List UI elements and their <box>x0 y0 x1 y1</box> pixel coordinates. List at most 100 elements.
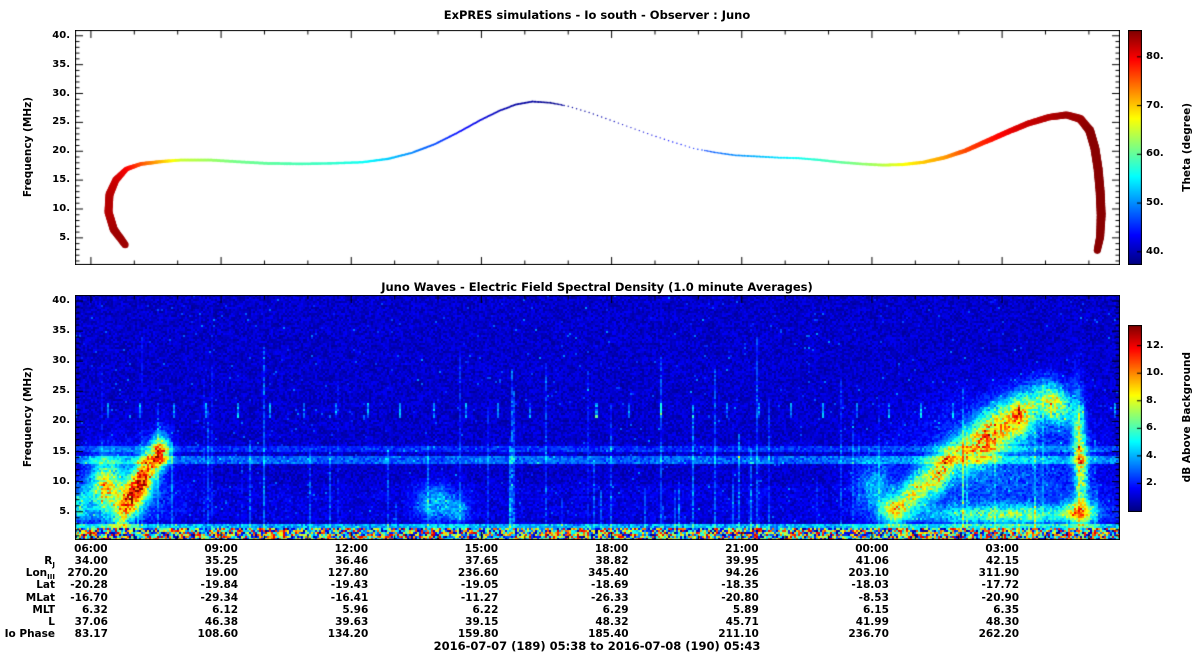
ephemeris-row-label: Io Phase <box>4 628 55 641</box>
ephemeris-value: 5.96 <box>342 603 369 616</box>
ephemeris-value: -8.53 <box>858 591 889 604</box>
y-tick-label: 15. <box>52 445 70 457</box>
ephemeris-value: -20.90 <box>981 591 1020 604</box>
colorbar-tick-label: 4. <box>1146 449 1157 461</box>
colorbar-tick-label: 80. <box>1146 50 1164 62</box>
colorbar-tick-label: 2. <box>1146 477 1157 489</box>
ephemeris-value: 262.20 <box>978 628 1020 641</box>
y-tick-label: 30. <box>52 87 70 99</box>
y-tick-label: 5. <box>59 231 70 243</box>
ephemeris-value: 46.38 <box>204 616 239 628</box>
colorbar-tick-label: 12. <box>1146 339 1164 351</box>
ephemeris-value: 159.80 <box>457 628 499 641</box>
colorbar-tick-label: 8. <box>1146 394 1157 406</box>
ephemeris-row-label: Lat <box>36 579 55 592</box>
x-tick-label: 15:00 <box>464 543 499 555</box>
ephemeris-value: 185.40 <box>588 628 629 641</box>
ephemeris-value: 83.17 <box>74 628 108 641</box>
ephemeris-value: 311.90 <box>978 567 1020 580</box>
ephemeris-value: 37.06 <box>74 616 108 628</box>
colorbar-tick-label: 10. <box>1146 367 1164 379</box>
waves-panel-title: Juno Waves - Electric Field Spectral Den… <box>381 280 813 294</box>
ephemeris-value: 39.95 <box>725 555 759 567</box>
time-range-caption: 2016-07-07 (189) 05:38 to 2016-07-08 (19… <box>433 639 761 653</box>
y-tick-label: 10. <box>52 475 70 487</box>
ephemeris-value: 35.25 <box>204 555 239 567</box>
ephemeris-value: 345.40 <box>588 567 629 580</box>
ephemeris-value: 203.10 <box>848 567 889 580</box>
colorbar-tick-label: 6. <box>1146 422 1157 434</box>
db-colorbar-label-wrap: dB Above Background <box>1178 295 1196 540</box>
theta-colorbar <box>1128 30 1142 265</box>
ephemeris-value: 41.99 <box>855 616 889 628</box>
ephemeris-value: -16.41 <box>330 591 369 604</box>
ephemeris-value: 48.30 <box>985 616 1020 628</box>
ephemeris-value: 48.32 <box>595 616 629 628</box>
ephemeris-value: -29.34 <box>200 591 239 604</box>
y-tick-label: 25. <box>52 116 70 128</box>
ephemeris-value: 39.63 <box>335 616 369 628</box>
y-tick-label: 20. <box>52 415 70 427</box>
ephemeris-value: 127.80 <box>327 567 369 580</box>
ephemeris-value: -18.03 <box>851 579 889 592</box>
x-tick-label: 21:00 <box>725 543 759 555</box>
theta-colorbar-label: Theta (degree) <box>1181 103 1193 192</box>
x-tick-label: 06:00 <box>74 543 108 555</box>
ephemeris-value: -20.80 <box>721 591 759 604</box>
ephemeris-value: 236.70 <box>848 628 889 641</box>
ephemeris-value: -19.84 <box>200 579 239 592</box>
ephemeris-value: -20.28 <box>70 579 108 592</box>
x-tick-label: 00:00 <box>855 543 889 555</box>
ephemeris-value: 236.60 <box>457 567 499 580</box>
ephemeris-value: 6.22 <box>472 603 499 616</box>
ephemeris-value: -17.72 <box>981 579 1020 592</box>
ephemeris-row-label: MLT <box>32 603 55 616</box>
db-colorbar-label: dB Above Background <box>1181 352 1193 483</box>
y-tick-label: 35. <box>52 325 70 337</box>
ephemeris-value: 108.60 <box>197 628 239 641</box>
db-colorbar <box>1128 325 1142 512</box>
ephemeris-value: 36.46 <box>335 555 369 567</box>
y-tick-label: 10. <box>52 202 70 214</box>
ephemeris-value: 38.82 <box>595 555 629 567</box>
ephemeris-value: 42.15 <box>985 555 1020 567</box>
ephemeris-value: 94.26 <box>725 567 759 580</box>
waves-spectrogram-canvas <box>75 295 1120 540</box>
theta-colorbar-label-wrap: Theta (degree) <box>1178 30 1196 265</box>
ephemeris-value: 41.06 <box>855 555 889 567</box>
colorbar-tick-label: 70. <box>1146 99 1164 111</box>
ephemeris-value: -19.05 <box>460 579 499 592</box>
ephemeris-value: 37.65 <box>465 555 499 567</box>
expres-plot-canvas <box>75 30 1120 265</box>
x-tick-label: 09:00 <box>204 543 238 555</box>
ephemeris-value: 270.20 <box>67 567 108 580</box>
ephemeris-value: 34.00 <box>74 555 108 567</box>
y-tick-label: 40. <box>52 29 70 41</box>
y-tick-label: 20. <box>52 145 70 157</box>
ephemeris-row-label: RJ <box>44 555 55 570</box>
ephemeris-value: 39.15 <box>465 616 499 628</box>
ephemeris-value: 134.20 <box>327 628 369 641</box>
ephemeris-value: 6.15 <box>862 603 889 616</box>
ephemeris-value: 6.35 <box>993 603 1020 616</box>
y-tick-label: 15. <box>52 174 70 186</box>
y-tick-label: 5. <box>59 505 70 517</box>
ephemeris-value: 6.12 <box>212 603 239 616</box>
ephemeris-value: -26.33 <box>591 591 629 604</box>
y-tick-label: 40. <box>52 295 70 307</box>
colorbar-tick-label: 40. <box>1146 245 1164 257</box>
ephemeris-value: -18.35 <box>721 579 759 592</box>
y-tick-label: 25. <box>52 385 70 397</box>
ephemeris-value: 19.00 <box>204 567 239 580</box>
colorbar-tick-label: 60. <box>1146 148 1164 160</box>
ephemeris-row-label: L <box>48 616 55 628</box>
ephemeris-value: 6.32 <box>81 603 108 616</box>
colorbar-tick-label: 50. <box>1146 197 1164 209</box>
ephemeris-value: 45.71 <box>725 616 759 628</box>
ephemeris-value: -19.43 <box>330 579 369 592</box>
ephemeris-row-label: MLat <box>25 591 55 604</box>
ephemeris-value: -18.69 <box>591 579 629 592</box>
y-tick-label: 30. <box>52 355 70 367</box>
x-tick-label: 03:00 <box>985 543 1019 555</box>
